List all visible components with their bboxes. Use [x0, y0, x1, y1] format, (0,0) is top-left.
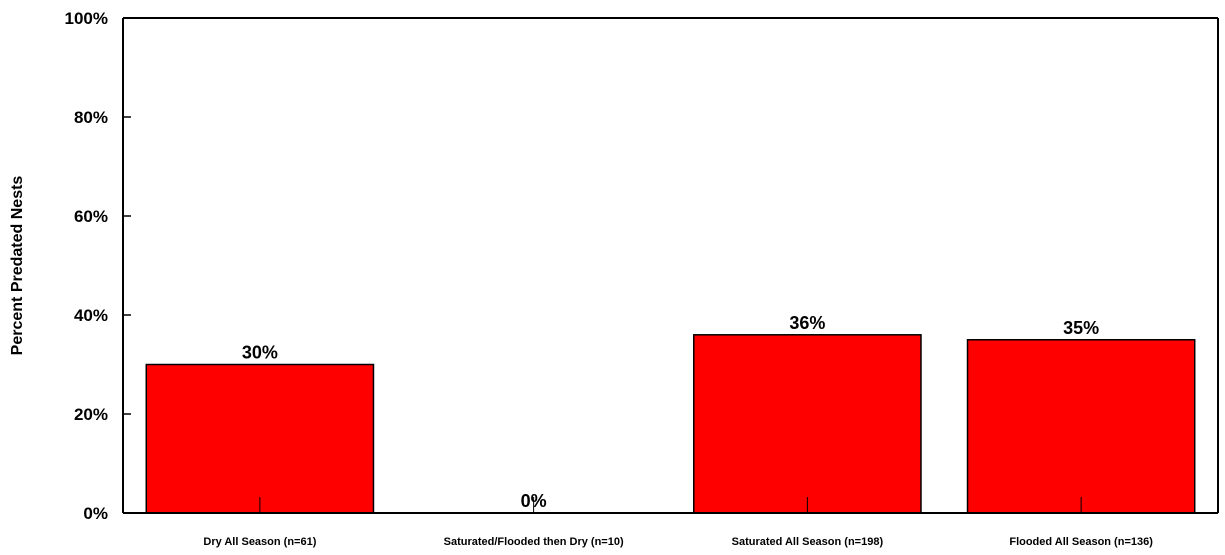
y-tick-label-0: 0%	[83, 504, 108, 523]
y-tick-label-60: 60%	[74, 207, 108, 226]
bar-4	[966, 339, 1196, 514]
x-tick-label-2: Saturated/Flooded then Dry (n=10)	[444, 536, 624, 548]
data-label-1: 30%	[242, 343, 278, 363]
data-label-4: 35%	[1063, 318, 1099, 338]
bar-1	[145, 363, 375, 514]
data-label-2: 0%	[521, 491, 547, 511]
y-tick-label-80: 80%	[74, 108, 108, 127]
bars-layer	[145, 334, 1196, 514]
y-axis-title: Percent Predated Nests	[9, 176, 26, 356]
labels-layer: 30% Dry All Season (n=61) 0% Saturated/Floo…	[65, 9, 1154, 548]
y-tick-label-20: 20%	[74, 405, 108, 424]
x-tick-label-4: Flooded All Season (n=136)	[1009, 536, 1153, 548]
x-tick-label-1: Dry All Season (n=61)	[203, 536, 316, 548]
data-label-3: 36%	[789, 313, 825, 333]
bar-3	[693, 334, 922, 514]
x-tick-label-3: Saturated All Season (n=198)	[732, 536, 884, 548]
y-tick-label-40: 40%	[74, 306, 108, 325]
y-tick-label-100: 100%	[65, 9, 108, 28]
axes-layer	[122, 17, 1219, 514]
